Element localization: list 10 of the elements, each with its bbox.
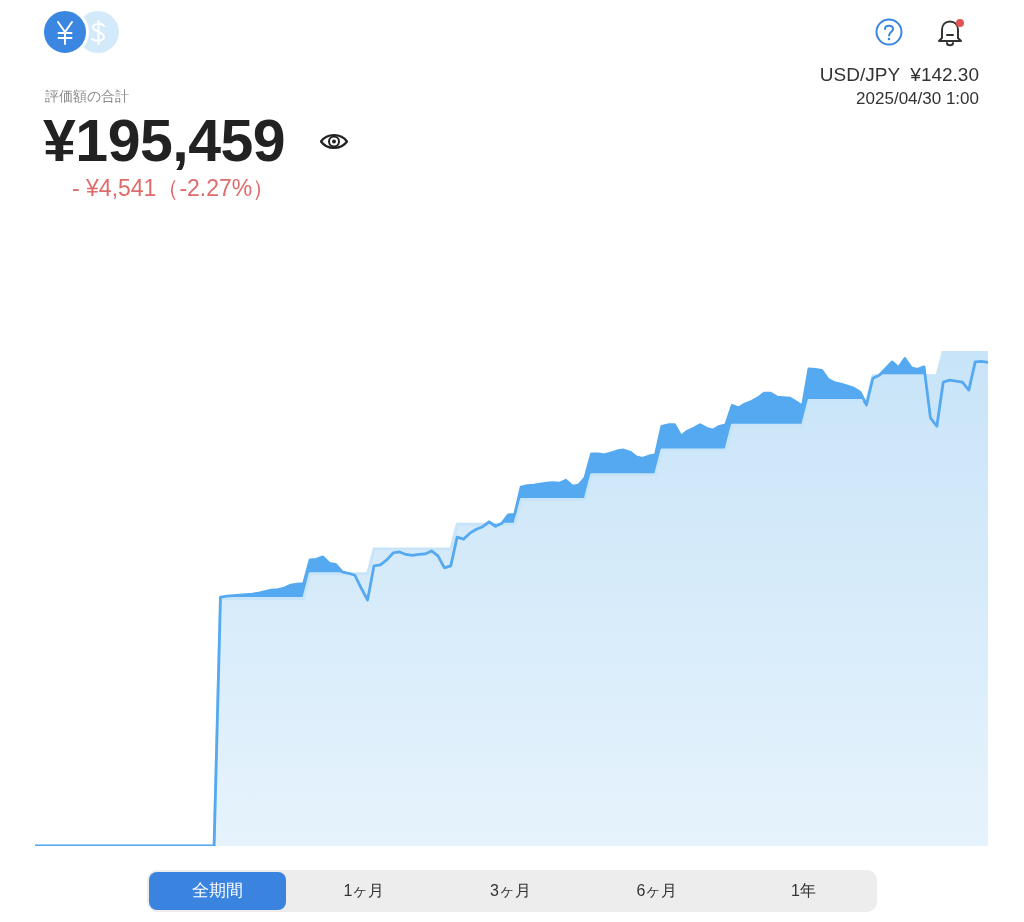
tab-label: 1ヶ月 xyxy=(342,881,386,901)
text: USD/JPY ¥142.30 xyxy=(819,64,979,85)
chart-title: 評価額の合計 xyxy=(45,88,129,104)
tab-label: 6ヶ月 xyxy=(635,881,679,901)
selected-tab: 全期間 xyxy=(149,872,286,910)
text: - ¥4,541（-2.27%） xyxy=(72,175,276,201)
chart-subtitle: ¥195,459 xyxy=(43,108,286,174)
tab-label: 1年 xyxy=(790,881,817,901)
tab-label: 3ヶ月 xyxy=(489,881,532,901)
text: 2025/04/30 1:00 xyxy=(856,89,979,108)
